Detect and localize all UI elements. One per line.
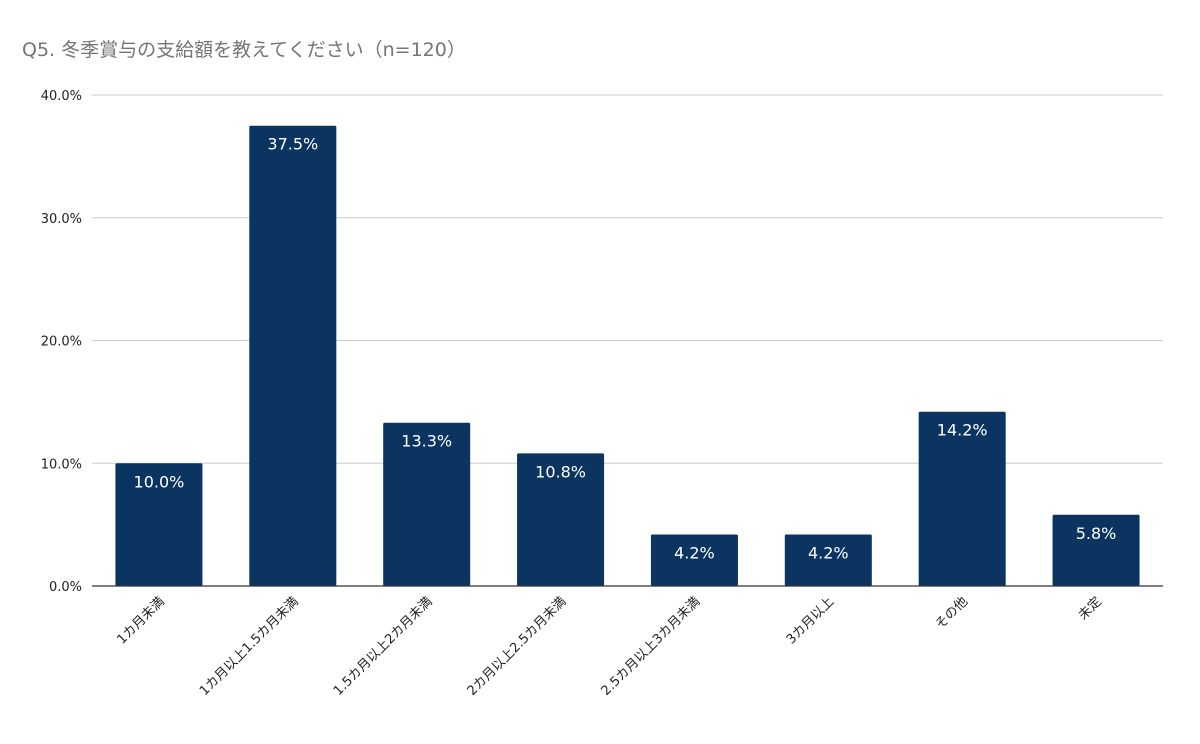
y-tick-label: 40.0% — [41, 89, 82, 104]
bar — [650, 534, 738, 586]
bar-data-label: 14.2% — [937, 421, 988, 440]
bar-data-label: 4.2% — [808, 543, 849, 562]
y-tick-label: 10.0% — [41, 457, 82, 472]
x-category-label: 未定 — [1076, 594, 1105, 623]
chart-title: Q5. 冬季賞与の支給額を教えてください（n=120） — [22, 39, 466, 61]
bar-data-label: 37.5% — [267, 135, 318, 154]
bar — [784, 534, 872, 586]
bar — [383, 422, 471, 586]
x-category-label: 2カ月以上2.5カ月未満 — [465, 594, 570, 699]
x-category-label: 2.5カ月以上3カ月未満 — [599, 594, 704, 699]
y-tick-label: 0.0% — [49, 580, 82, 595]
x-category-label: 1カ月以上1.5カ月未満 — [197, 594, 302, 699]
x-category-label: 3カ月以上 — [784, 594, 837, 647]
x-category-label: 1カ月未満 — [115, 594, 168, 647]
bar-data-label: 10.0% — [134, 472, 185, 491]
bar-data-label: 10.8% — [535, 462, 586, 481]
x-category-label: 1.5カ月以上2カ月未満 — [331, 594, 436, 699]
x-axis-categories: 1カ月未満 1カ月以上1.5カ月未満 1.5カ月以上2カ月未満 2カ月以上2.5カ月未… — [115, 594, 1105, 699]
y-tick-label: 30.0% — [41, 212, 82, 227]
bar-data-label: 13.3% — [401, 432, 452, 451]
y-tick-label: 20.0% — [41, 335, 82, 350]
bar — [1052, 514, 1140, 586]
y-axis-ticks: 0.0% 10.0% 20.0% 30.0% 40.0% — [41, 89, 82, 595]
bar — [517, 453, 605, 586]
data-labels: 10.0% 37.5% 13.3% 10.8% 4.2% 4.2% 14.2% 5.8% — [134, 135, 1117, 563]
x-category-label: その他 — [933, 594, 971, 632]
bar-data-label: 5.8% — [1076, 524, 1117, 543]
bar — [918, 411, 1006, 586]
bars — [115, 125, 1140, 586]
bar — [249, 125, 337, 586]
bar — [115, 463, 203, 586]
bar-data-label: 4.2% — [674, 543, 715, 562]
